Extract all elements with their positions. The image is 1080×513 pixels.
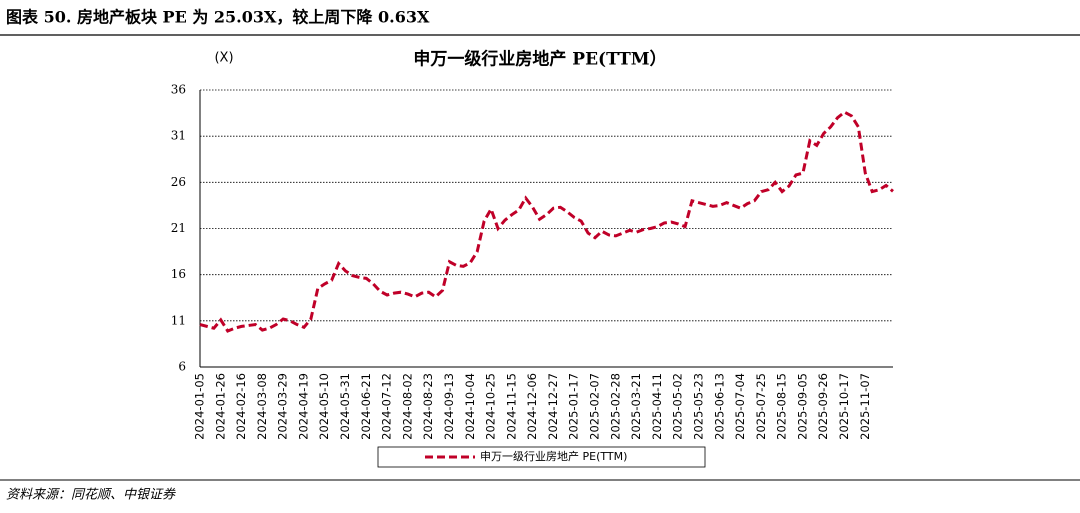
x-tick-label: 2024-03-08 <box>255 373 269 440</box>
x-tick-label: 2025-07-25 <box>754 373 768 440</box>
x-tick-label: 2025-08-15 <box>775 373 789 440</box>
x-tick-label: 2024-12-27 <box>546 373 560 440</box>
legend-label: 申万一级行业房地产 PE(TTM) <box>480 449 627 463</box>
x-tick-label: 2025-10-17 <box>837 373 851 440</box>
x-tick-label: 2024-04-19 <box>296 373 310 440</box>
y-tick-label: 36 <box>171 83 186 97</box>
x-tick-label: 2024-09-13 <box>442 373 456 440</box>
y-tick-label: 31 <box>171 129 186 143</box>
x-tick-label: 2025-02-07 <box>588 373 602 440</box>
x-tick-label: 2025-04-11 <box>650 373 664 440</box>
x-tick-label: 2024-12-06 <box>525 373 539 440</box>
x-tick-label: 2025-03-21 <box>629 373 643 440</box>
y-tick-label: 11 <box>171 313 186 327</box>
y-tick-label: 21 <box>171 221 186 235</box>
x-tick-label: 2024-10-25 <box>484 373 498 440</box>
x-tick-label: 2025-02-28 <box>608 373 622 440</box>
x-tick-label: 2025-11-07 <box>858 373 872 440</box>
series-line <box>199 110 894 333</box>
x-tick-label: 2024-01-26 <box>213 373 227 440</box>
x-tick-label: 2024-05-10 <box>317 373 331 440</box>
x-tick-label: 2024-03-29 <box>276 373 290 440</box>
y-tick-label: 26 <box>171 175 186 189</box>
legend-box <box>377 446 706 468</box>
x-tick-label: 2024-01-05 <box>193 373 207 440</box>
y-tick-label: 6 <box>178 360 186 374</box>
source: 资料来源：同花顺、中银证券 <box>6 488 176 503</box>
x-tick-label: 2024-07-12 <box>380 373 394 440</box>
x-tick-label: 2025-06-13 <box>712 373 726 440</box>
x-tick-label: 2024-05-31 <box>338 373 352 440</box>
x-tick-label: 2024-08-02 <box>400 373 414 440</box>
x-tick-label: 2024-06-21 <box>359 373 373 440</box>
x-tick-label: 2025-01-17 <box>567 373 581 440</box>
x-tick-label: 2025-05-02 <box>671 373 685 440</box>
chart-title: 申万一级行业房地产 PE(TTM） <box>413 49 666 70</box>
x-tick-label: 2024-10-04 <box>463 373 477 440</box>
x-tick-label: 2024-08-23 <box>421 373 435 440</box>
x-tick-label: 2025-05-23 <box>691 373 705 440</box>
page-title: 图表 50. 房地产板块 PE 为 25.03X，较上周下降 0.63X <box>6 8 430 27</box>
x-tick-label: 2024-02-16 <box>234 373 248 440</box>
x-tick-label: 2024-11-15 <box>504 373 518 440</box>
x-tick-label: 2025-09-05 <box>795 373 809 440</box>
y-tick-label: 16 <box>171 267 186 281</box>
y-unit: (X) <box>214 51 233 66</box>
x-tick-label: 2025-09-26 <box>816 373 830 440</box>
x-tick-label: 2025-07-04 <box>733 373 747 440</box>
